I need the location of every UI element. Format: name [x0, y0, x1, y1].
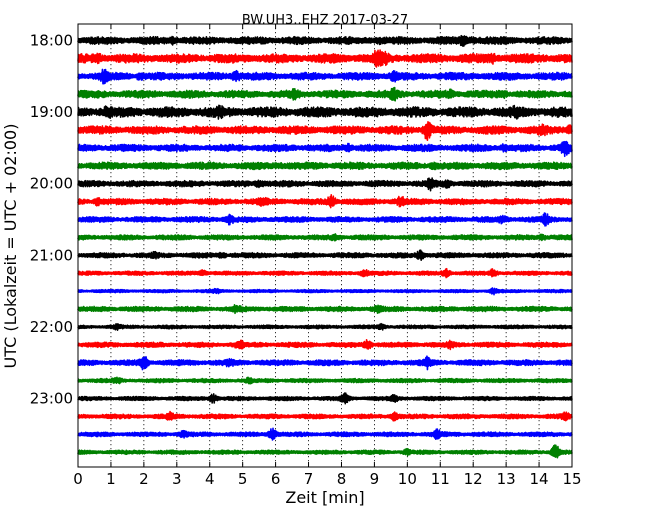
x-tick-label: 9: [370, 470, 380, 488]
trace-2300-15: [77, 410, 573, 422]
trace-2000-45: [77, 233, 573, 242]
x-tick-label: 0: [73, 470, 83, 488]
trace-1800-0: [77, 34, 573, 47]
trace-1800-45: [77, 86, 573, 102]
x-tick-label: 10: [398, 470, 417, 488]
x-tick-label: 1: [106, 470, 116, 488]
trace-2200-30: [77, 355, 573, 371]
trace-2300-0: [77, 392, 573, 405]
x-tick-label: 14: [530, 470, 549, 488]
trace-2100-0: [77, 249, 573, 262]
trace-2200-45: [77, 376, 573, 385]
x-tick-label: 15: [562, 470, 581, 488]
x-tick-label: 4: [205, 470, 215, 488]
trace-1900-0: [77, 104, 573, 120]
chart-title: BW.UH3..EHZ 2017-03-27: [242, 13, 408, 28]
trace-2100-45: [77, 304, 573, 315]
y-tick-label: 18:00: [30, 32, 73, 50]
trace-2300-30: [77, 427, 573, 441]
trace-2200-15: [77, 338, 573, 351]
x-tick-label: 8: [337, 470, 347, 488]
x-tick-label: 7: [304, 470, 314, 488]
x-tick-label: 2: [139, 470, 149, 488]
grid-layer: [110, 24, 540, 467]
trace-1800-30: [77, 68, 573, 85]
trace-2000-15: [77, 193, 573, 209]
x-axis-label: Zeit [min]: [285, 488, 364, 507]
x-tick-label: 11: [431, 470, 450, 488]
trace-2000-30: [77, 212, 573, 227]
trace-2200-0: [77, 322, 573, 332]
trace-2000-0: [77, 177, 573, 192]
plot-frame: [77, 23, 573, 468]
trace-1900-15: [77, 121, 573, 142]
trace-1900-30: [77, 140, 573, 158]
y-tick-label: 21:00: [30, 246, 73, 264]
y-axis-label: UTC (Lokalzeit = UTC + 02:00): [1, 124, 20, 369]
x-tick-label: 13: [497, 470, 516, 488]
y-tick-label: 19:00: [30, 103, 73, 121]
trace-1800-15: [77, 49, 573, 68]
trace-2300-45: [77, 444, 573, 459]
x-tick-label: 5: [238, 470, 248, 488]
trace-1900-45: [77, 161, 573, 171]
trace-2100-15: [77, 267, 573, 279]
y-tick-label: 23:00: [30, 390, 73, 408]
trace-2100-30: [77, 287, 573, 296]
x-tick-label: 6: [271, 470, 281, 488]
y-tick-label: 20:00: [30, 175, 73, 193]
x-tick-label: 3: [172, 470, 182, 488]
y-tick-label: 22:00: [30, 318, 73, 336]
trace-layer: [77, 34, 573, 459]
x-tick-label: 12: [464, 470, 483, 488]
tick-layer: 0 1 2 3 4 5 6 7 8 9 10 11 12 13 14 1518:0019:0020:0021:…: [30, 24, 582, 488]
